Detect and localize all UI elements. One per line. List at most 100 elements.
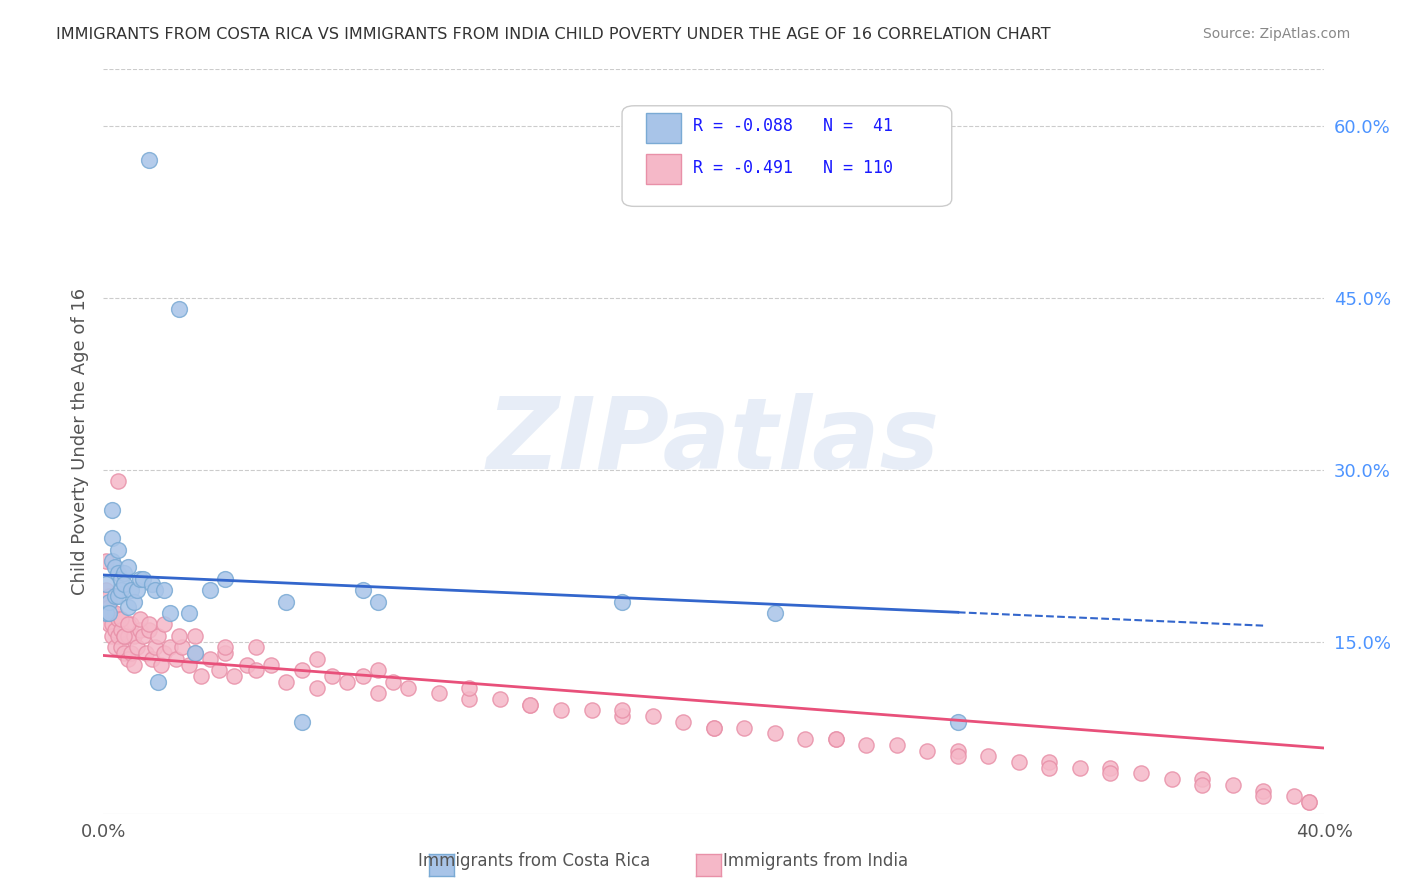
- Point: [101, 532, 124, 546]
- Point: [117, 617, 139, 632]
- Point: [117, 560, 139, 574]
- Point: [114, 566, 136, 580]
- Point: [367, 594, 389, 608]
- Point: [794, 732, 817, 747]
- Point: [101, 606, 124, 620]
- Point: [135, 646, 157, 660]
- Point: [159, 640, 181, 655]
- Point: [101, 617, 124, 632]
- Point: [824, 732, 846, 747]
- Point: [104, 623, 127, 637]
- Point: [125, 583, 148, 598]
- Point: [855, 738, 877, 752]
- Point: [276, 674, 298, 689]
- Point: [1038, 761, 1060, 775]
- Point: [235, 657, 257, 672]
- Point: [122, 657, 145, 672]
- Point: [143, 640, 166, 655]
- Point: [96, 606, 118, 620]
- Point: [107, 629, 129, 643]
- Point: [703, 721, 725, 735]
- Point: [336, 674, 359, 689]
- Point: [763, 606, 786, 620]
- Point: [703, 721, 725, 735]
- Point: [946, 743, 969, 757]
- Point: [107, 589, 129, 603]
- Point: [1282, 789, 1305, 804]
- Point: [169, 629, 191, 643]
- Point: [519, 698, 541, 712]
- Point: [146, 674, 169, 689]
- Point: [321, 669, 343, 683]
- Point: [98, 589, 121, 603]
- Point: [110, 572, 132, 586]
- Point: [1130, 766, 1153, 780]
- Point: [101, 554, 124, 568]
- Point: [146, 629, 169, 643]
- Point: [977, 749, 1000, 764]
- Point: [214, 646, 236, 660]
- Point: [198, 583, 221, 598]
- Point: [114, 646, 136, 660]
- Point: [104, 560, 127, 574]
- Point: [352, 583, 374, 598]
- Text: ZIPatlas: ZIPatlas: [486, 392, 941, 490]
- Point: [107, 474, 129, 488]
- Y-axis label: Child Poverty Under the Age of 16: Child Poverty Under the Age of 16: [72, 287, 89, 595]
- Point: [98, 617, 121, 632]
- Point: [672, 714, 695, 729]
- Point: [122, 629, 145, 643]
- Point: [153, 617, 176, 632]
- Point: [458, 692, 481, 706]
- Point: [1038, 755, 1060, 769]
- Point: [110, 583, 132, 598]
- Point: [172, 640, 194, 655]
- Text: Source: ZipAtlas.com: Source: ZipAtlas.com: [1202, 27, 1350, 41]
- Point: [224, 669, 246, 683]
- Point: [1099, 761, 1122, 775]
- Point: [886, 738, 908, 752]
- Point: [128, 612, 150, 626]
- Text: Immigrants from India: Immigrants from India: [723, 852, 908, 870]
- Point: [104, 589, 127, 603]
- Point: [1251, 789, 1274, 804]
- Text: R = -0.088   N =  41: R = -0.088 N = 41: [693, 117, 893, 135]
- Point: [1222, 778, 1244, 792]
- Point: [117, 629, 139, 643]
- Point: [128, 623, 150, 637]
- Point: [190, 669, 212, 683]
- Point: [153, 646, 176, 660]
- Point: [110, 612, 132, 626]
- Point: [458, 681, 481, 695]
- Point: [276, 594, 298, 608]
- Point: [132, 629, 155, 643]
- Point: [1191, 772, 1213, 787]
- Point: [245, 640, 267, 655]
- Point: [382, 674, 405, 689]
- Point: [101, 503, 124, 517]
- Text: IMMIGRANTS FROM COSTA RICA VS IMMIGRANTS FROM INDIA CHILD POVERTY UNDER THE AGE : IMMIGRANTS FROM COSTA RICA VS IMMIGRANTS…: [56, 27, 1050, 42]
- Point: [125, 640, 148, 655]
- Point: [290, 714, 312, 729]
- Point: [290, 663, 312, 677]
- Point: [305, 652, 328, 666]
- Text: R = -0.491   N = 110: R = -0.491 N = 110: [693, 159, 893, 177]
- Point: [169, 302, 191, 317]
- Point: [159, 606, 181, 620]
- Point: [110, 640, 132, 655]
- FancyBboxPatch shape: [621, 106, 952, 206]
- Point: [183, 629, 205, 643]
- Text: Immigrants from Costa Rica: Immigrants from Costa Rica: [418, 852, 651, 870]
- FancyBboxPatch shape: [647, 154, 681, 184]
- Point: [1008, 755, 1031, 769]
- Point: [641, 709, 664, 723]
- Point: [824, 732, 846, 747]
- Point: [396, 681, 419, 695]
- Point: [260, 657, 283, 672]
- Point: [128, 572, 150, 586]
- Point: [117, 600, 139, 615]
- Point: [153, 583, 176, 598]
- Point: [120, 583, 142, 598]
- Point: [117, 652, 139, 666]
- Point: [104, 606, 127, 620]
